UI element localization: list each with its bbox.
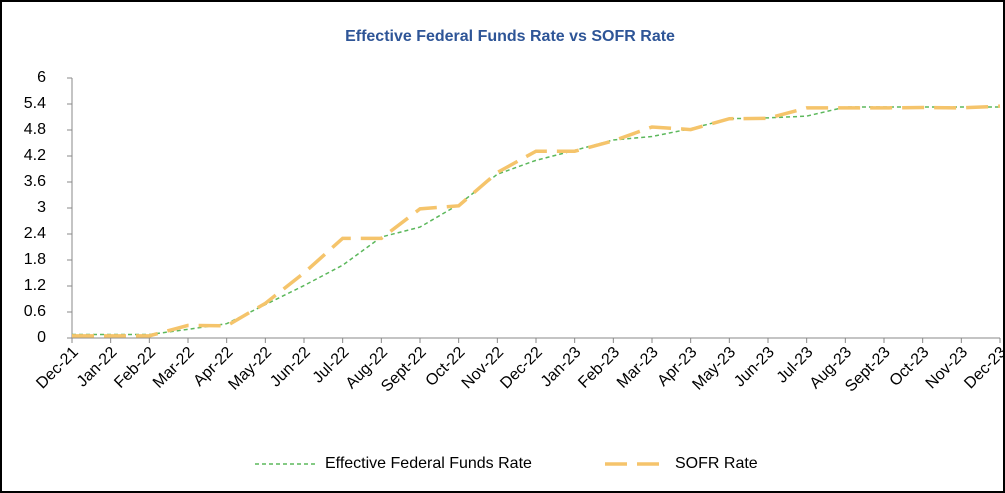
y-tick-label: 0: [37, 329, 46, 346]
legend-label: SOFR Rate: [675, 455, 758, 472]
y-tick-label: 5.4: [24, 95, 46, 112]
series-line: [72, 104, 1001, 338]
y-tick-label: 3.6: [24, 173, 46, 190]
y-tick-label: 1.2: [24, 277, 46, 294]
y-tick-label: 0.6: [24, 303, 46, 320]
y-tick-label: 4.8: [24, 121, 46, 138]
y-tick-label: 3: [37, 199, 46, 216]
y-tick-label: 2.4: [24, 225, 46, 242]
y-tick-label: 6: [37, 69, 46, 86]
y-tick-label: 1.8: [24, 251, 46, 268]
chart-title: Effective Federal Funds Rate vs SOFR Rat…: [345, 28, 675, 45]
series-line: [72, 106, 1000, 336]
legend-label: Effective Federal Funds Rate: [325, 455, 532, 472]
y-tick-label: 4.2: [24, 147, 46, 164]
